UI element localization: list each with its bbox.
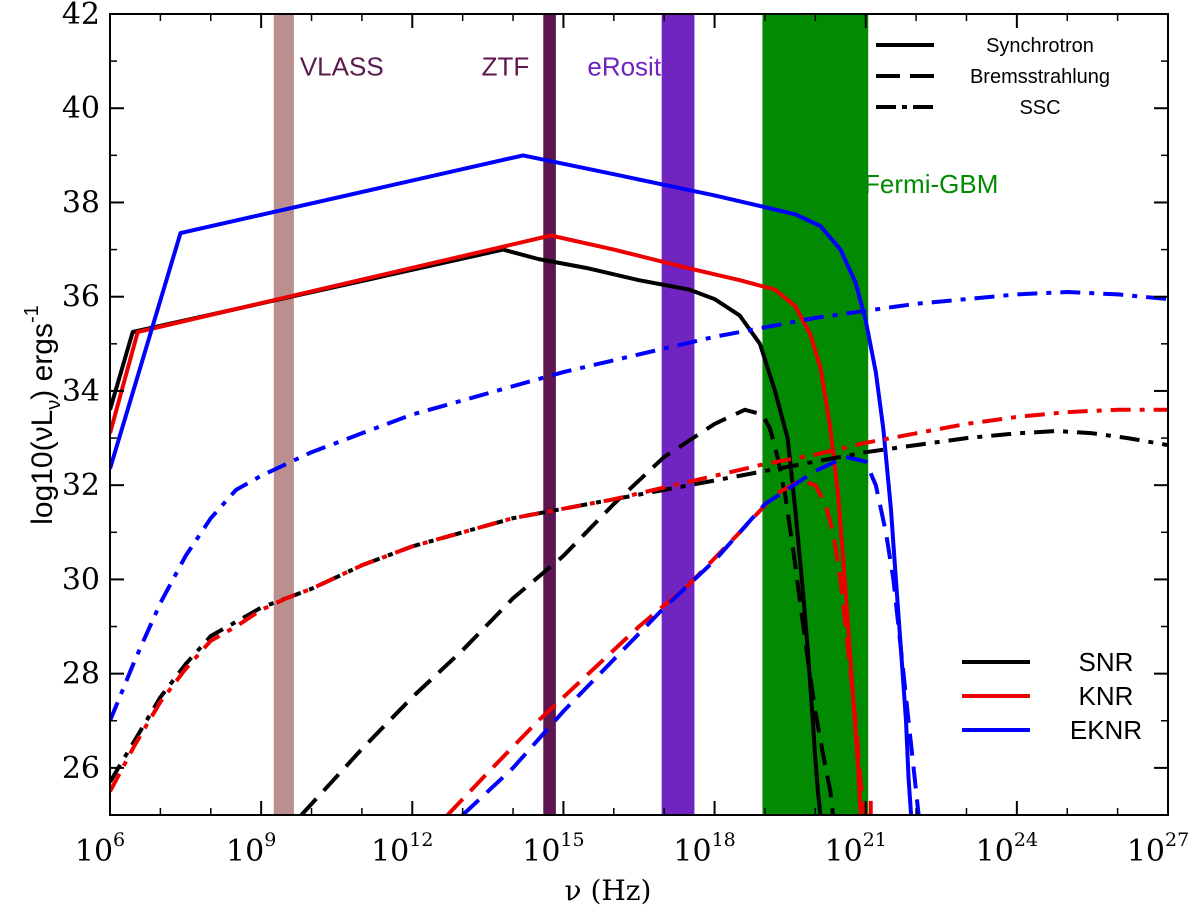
x-tick-exp: 18 [712,829,736,851]
x-tick-exp: 12 [409,829,433,851]
x-tick-base: 10 [371,834,409,869]
legend-process: Synchrotron Bremsstrahlung SSC [876,35,1110,119]
band-label-erosita: eRosita [587,51,676,81]
band-label-ztf: ZTF [482,51,530,81]
x-tick-exp: 9 [264,829,276,851]
series-knr-ssc [110,407,1168,793]
x-tick-label: 106 [75,829,125,869]
y-label-sup: -1 [21,305,43,323]
band-label-vlass: VLASS [300,51,384,81]
band-vlass [273,14,294,815]
legend-model-label-knr: KNR [1079,681,1134,711]
x-tick-label: 1024 [976,829,1038,869]
y-tick-label: 40 [62,91,100,126]
legend-model-label-eknr: EKNR [1070,715,1142,745]
x-tick-exp: 21 [863,829,887,851]
x-tick-label: 1027 [1127,829,1189,869]
x-tick-base: 10 [673,834,711,869]
axis-ticks: 106 109 1012 1015 1018 1021 1024 10272628303234… [62,0,1189,869]
y-tick-label: 34 [62,374,100,409]
series-knr-bremsstrahlung [446,478,868,815]
y-tick-label: 38 [62,185,100,220]
band-ztf [543,14,556,815]
y-tick-label: 42 [62,0,100,32]
series-eknr-ssc [110,290,1168,722]
y-label-suffix: ) ergs [26,323,59,400]
y-axis-label: log10(νLν) ergs-1 [21,305,65,525]
y-label-sub: ν [43,400,65,410]
instrument-bands [273,14,869,815]
y-tick-label: 32 [62,468,100,503]
legend-model: SNR KNR EKNR [962,647,1142,745]
y-tick-label: 36 [62,280,100,315]
legend-process-label-bremsstrahlung: Bremsstrahlung [970,66,1110,88]
x-tick-exp: 6 [113,829,125,851]
band-label-fermi-gbm: Fermi-GBM [864,169,998,199]
x-tick-base: 10 [825,834,863,869]
x-tick-base: 10 [75,834,113,869]
x-tick-label: 109 [226,829,276,869]
legend-model-label-snr: SNR [1079,647,1134,677]
y-tick-label: 28 [62,657,100,692]
x-tick-label: 1012 [371,829,433,869]
series-snr-ssc [110,429,1168,784]
x-tick-exp: 15 [560,829,584,851]
y-label-prefix: log10(νL [26,410,59,525]
legend-process-label-ssc: SSC [1019,97,1060,119]
x-tick-base: 10 [226,834,264,869]
x-tick-label: 1018 [673,829,735,869]
series-lines [110,153,1168,815]
x-tick-base: 10 [1127,834,1165,869]
x-tick-label: 1021 [825,829,887,869]
band-erosita [661,14,695,815]
series-snr-bremsstrahlung [299,407,835,815]
x-tick-exp: 27 [1165,829,1189,851]
y-tick-label: 26 [62,751,100,786]
legend-process-label-synchrotron: Synchrotron [986,35,1094,57]
plot-frame [109,13,1169,816]
series-snr-synchrotron [110,247,823,815]
x-tick-exp: 24 [1014,829,1038,851]
x-tick-base: 10 [976,834,1014,869]
band-labels: VLASS ZTF eRosita Fermi-GBM [300,51,999,199]
y-tick-label: 30 [62,562,100,597]
x-tick-label: 1015 [522,829,584,869]
series-eknr-bremsstrahlung [461,454,921,815]
x-axis-label: ν (Hz) [565,874,652,906]
x-tick-base: 10 [522,834,560,869]
